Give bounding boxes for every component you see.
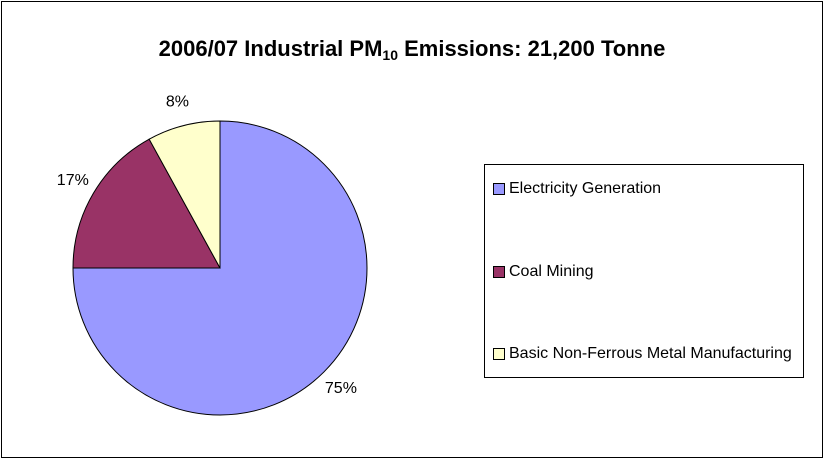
legend-swatch [493, 183, 505, 195]
legend-item: Coal Mining [491, 260, 797, 283]
legend-swatch [493, 265, 505, 278]
pie-slice [72, 138, 221, 269]
data-label: 17% [57, 172, 89, 189]
chart-title: 2006/07 Industrial PM10 Emissions: 21,20… [159, 36, 666, 63]
title-part: Emissions: 21,200 Tonne [398, 36, 665, 61]
legend-label: Electricity Generation [509, 180, 662, 197]
title-part: 2006/07 Industrial PM [159, 36, 383, 61]
pie-slice [148, 120, 221, 269]
legend-item: Electricity Generation [491, 177, 797, 200]
legend: Electricity Generation Coal Mining Basic N… [484, 164, 804, 378]
data-label: 75% [325, 380, 357, 397]
legend-label: Coal Mining [509, 262, 594, 280]
legend-item: Basic Non-Ferrous Metal Manufacturing [491, 342, 797, 365]
title-subscript: 10 [382, 47, 398, 63]
legend-swatch [493, 348, 505, 360]
data-label: 8% [166, 94, 189, 111]
legend-label: Basic Non-Ferrous Metal Manufacturing [509, 345, 792, 362]
